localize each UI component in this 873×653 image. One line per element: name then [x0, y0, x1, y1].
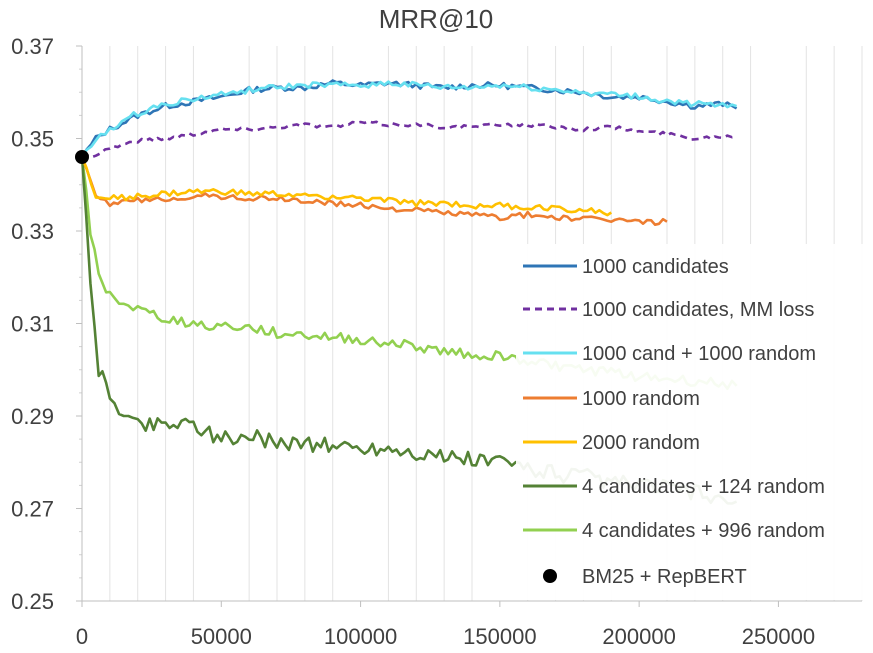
y-tick-label: 0.25 [11, 589, 54, 614]
legend-box [516, 244, 864, 600]
y-tick-label: 0.33 [11, 219, 54, 244]
x-tick-label: 0 [76, 624, 88, 649]
series-line [80, 156, 668, 226]
y-tick-label: 0.37 [11, 34, 54, 59]
x-axis-ticks: 0 50000 100000 150000 200000 250000 [76, 601, 815, 649]
legend-label: 4 candidates + 996 random [582, 520, 825, 542]
series-line [81, 120, 737, 159]
legend-label: 2000 random [582, 432, 700, 454]
legend-label: 4 candidates + 124 random [582, 476, 825, 498]
chart-title: MRR@10 [379, 4, 494, 34]
x-tick-label: 150000 [463, 624, 536, 649]
y-axis-ticks: 0.25 0.27 0.29 0.31 0.33 0.35 0.37 [11, 34, 82, 614]
y-tick-label: 0.31 [11, 312, 54, 337]
series-line [80, 156, 613, 217]
legend-label: 1000 candidates [582, 256, 729, 278]
x-tick-label: 250000 [742, 624, 815, 649]
legend-label: BM25 + RepBERT [582, 566, 747, 588]
legend: 1000 candidates 1000 candidates, MM loss 1… [516, 244, 864, 600]
x-tick-label: 50000 [191, 624, 252, 649]
series-line [80, 80, 738, 158]
legend-label: 1000 cand + 1000 random [582, 343, 816, 365]
y-tick-label: 0.27 [11, 497, 54, 522]
legend-marker [543, 569, 557, 583]
legend-label: 1000 candidates, MM loss [582, 299, 814, 321]
y-tick-label: 0.29 [11, 404, 54, 429]
x-tick-label: 100000 [324, 624, 397, 649]
bm25-repbert-point [75, 150, 89, 164]
y-tick-label: 0.35 [11, 127, 54, 152]
legend-label: 1000 random [582, 388, 700, 410]
x-tick-label: 200000 [602, 624, 675, 649]
